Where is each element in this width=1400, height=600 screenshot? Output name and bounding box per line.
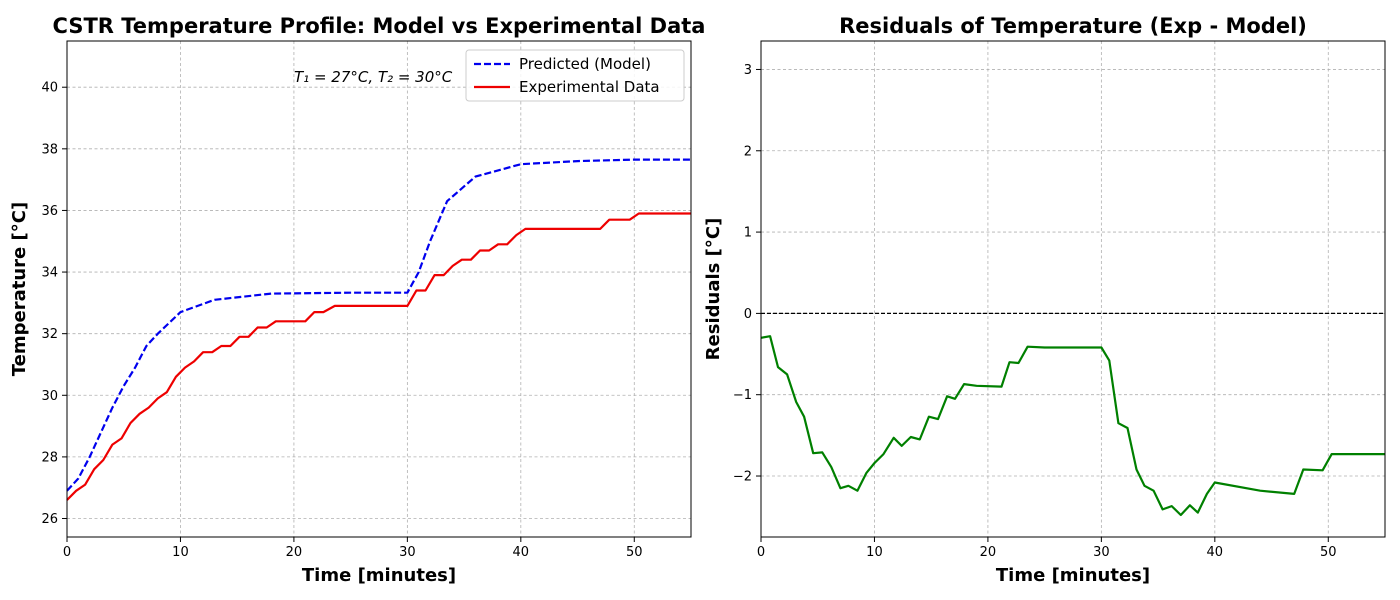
x-tick-label: 0 (63, 545, 71, 560)
x-tick-label: 20 (286, 545, 303, 560)
temperature-profile-panel: 0 10 20 30 40 50 26 28 30 32 34 36 38 40 CSTR Temperat… (9, 14, 705, 586)
y-tick-label: 1 (744, 226, 752, 241)
y-tick-label: 0 (744, 307, 752, 322)
legend-box (465, 49, 685, 102)
x-axis-label: Time [minutes] (302, 565, 456, 586)
temperature-annotation: T₁ = 27°C, T₂ = 30°C (294, 68, 453, 86)
predicted-model-line (66, 158, 691, 492)
y-tick-label: 28 (41, 450, 58, 465)
y-tick-label: 30 (41, 389, 58, 404)
y-tick-label: 32 (41, 327, 58, 342)
y-tick-label: 3 (744, 63, 752, 78)
residual-line (760, 335, 1385, 517)
x-tick-label: 30 (399, 545, 416, 560)
x-tick-label: 10 (866, 545, 883, 560)
y-tick-label: −2 (733, 470, 752, 485)
x-tick-label: 20 (980, 545, 997, 560)
x-tick-label: 40 (1207, 545, 1224, 560)
y-tick-label: −1 (733, 388, 752, 403)
x-tick-label: 0 (757, 545, 765, 560)
axes-frame (66, 40, 692, 538)
y-tick-label: 40 (41, 81, 58, 96)
x-tick-label: 40 (513, 545, 530, 560)
y-tick-label: 26 (41, 512, 58, 527)
x-tick-label: 30 (1093, 545, 1110, 560)
axes-frame (760, 40, 1386, 538)
legend-label: Experimental Data (519, 78, 660, 96)
chart-title: Residuals of Temperature (Exp - Model) (839, 14, 1307, 38)
x-tick-label: 50 (1320, 545, 1337, 560)
y-axis-label: Temperature [°C] (9, 202, 30, 376)
x-tick-label: 50 (626, 545, 643, 560)
y-tick-label: 2 (744, 144, 752, 159)
x-axis-label: Time [minutes] (996, 565, 1150, 586)
y-tick-label: 34 (41, 266, 58, 281)
chart-title: CSTR Temperature Profile: Model vs Exper… (53, 14, 706, 38)
y-tick-label: 38 (41, 142, 58, 157)
legend-label: Predicted (Model) (519, 55, 651, 73)
experimental-data-line (66, 212, 691, 501)
y-axis-label: Residuals [°C] (703, 218, 724, 361)
residuals-panel: 0 10 20 30 40 50 −2 −1 0 1 2 3 Residuals of Temperat… (703, 14, 1386, 586)
x-tick-label: 10 (172, 545, 189, 560)
y-tick-label: 36 (41, 204, 58, 219)
